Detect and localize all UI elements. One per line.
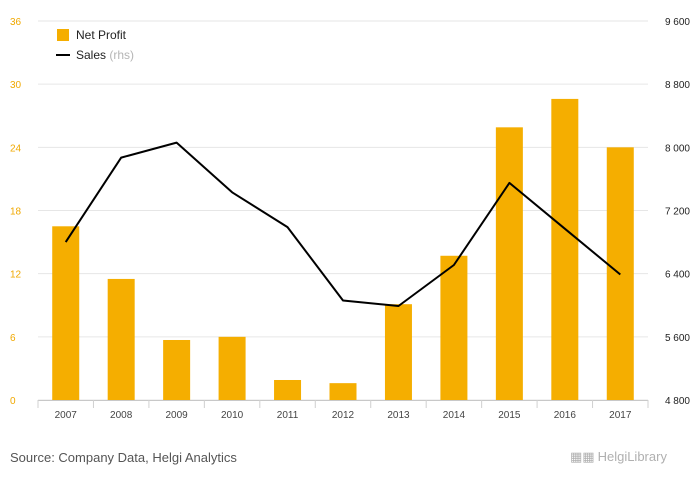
source-note: Source: Company Data, Helgi Analytics [10,450,237,465]
x-tick-label: 2017 [609,410,632,421]
right-tick-label: 8 800 [665,80,690,91]
bar-net-profit [329,383,357,400]
bar-net-profit [218,336,246,400]
right-tick-label: 7 200 [665,207,690,218]
legend-label-net-profit: Net Profit [76,28,127,42]
sales-line-path [64,141,621,307]
bar-net-profit [551,98,579,401]
right-axis: 4 800 5 600 6 400 7 200 8 000 8 800 9 600 [665,17,690,407]
gridlines [38,20,648,401]
x-tick-label: 2014 [443,410,466,421]
x-tick-label: 2008 [110,410,133,421]
left-tick-label: 24 [10,143,22,154]
x-tick-label: 2015 [498,410,521,421]
right-tick-label: 4 800 [665,396,690,407]
legend-label-sales: Sales [76,48,106,62]
bar-net-profit [274,379,302,400]
left-tick-label: 30 [10,80,22,91]
left-tick-label: 12 [10,270,22,281]
helgi-library-logo[interactable]: ▦▦ HelgiLibrary [570,449,667,465]
helgi-building-icon: ▦▦ [570,449,595,464]
right-tick-label: 5 600 [665,333,690,344]
legend-label-sales-suffix: (rhs) [109,48,134,62]
bar-net-profit [52,226,80,400]
legend: Net Profit Sales (rhs) [56,28,134,62]
right-tick-label: 8 000 [665,143,690,154]
x-tick-label: 2012 [332,410,355,421]
x-tick-label: 2007 [55,410,78,421]
left-tick-label: 18 [10,207,22,218]
left-tick-label: 36 [10,17,22,28]
bar-net-profit [495,127,523,400]
legend-swatch-net-profit [57,29,69,41]
right-tick-label: 9 600 [665,17,690,28]
bar-net-profit [384,304,412,400]
x-tick-label: 2010 [221,410,244,421]
svg-text:Sales (rhs): Sales (rhs) [76,48,134,62]
net-profit-bars [52,98,634,401]
left-axis: 0 6 12 18 24 30 36 [10,17,22,407]
left-tick-label: 6 [10,333,16,344]
bar-net-profit [163,339,191,400]
x-tick-label: 2011 [277,410,299,421]
logo-text: HelgiLibrary [597,449,667,464]
x-tick-label: 2016 [554,410,577,421]
chart-area: 0 6 12 18 24 30 36 4 800 5 600 6 400 7 200 8 000 8 … [10,17,690,421]
right-tick-label: 6 400 [665,270,690,281]
left-tick-label: 0 [10,396,16,407]
bar-net-profit [440,255,468,400]
x-axis: 2007 2008 2009 2010 2011 2012 2013 2014 2015 2016… [37,400,649,421]
bar-net-profit [107,278,135,400]
x-tick-label: 2009 [166,410,189,421]
x-tick-label: 2013 [387,410,410,421]
sales-line [64,141,621,307]
